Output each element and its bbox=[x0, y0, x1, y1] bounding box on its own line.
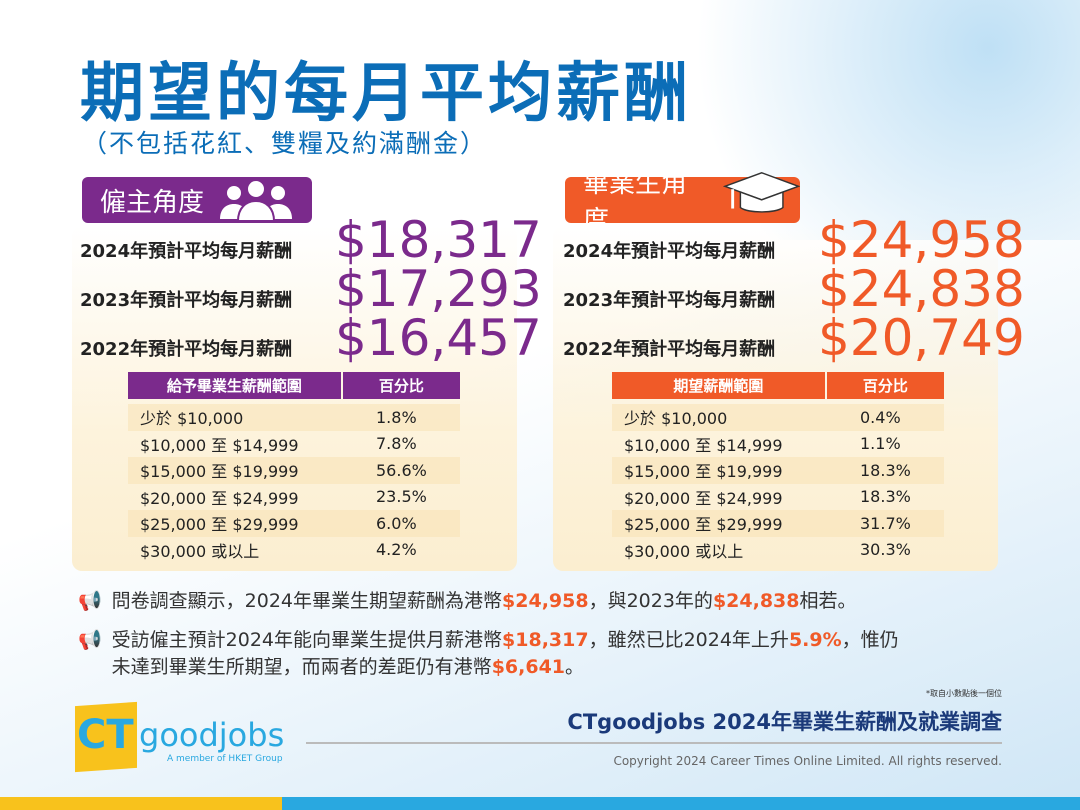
megaphone-icon: 📢 bbox=[78, 629, 102, 651]
row-label: 2022年預計平均每月薪酬 bbox=[80, 339, 293, 360]
text: ，惟仍 bbox=[841, 629, 899, 651]
row-label: 2023年預計平均每月薪酬 bbox=[563, 290, 776, 311]
table-row: $20,000 至 $24,999 23.5% bbox=[128, 484, 460, 511]
bullet-text: 受訪僱主預計2024年能向畢業生提供月薪港幣$18,317，雖然已比2024年上… bbox=[112, 627, 899, 681]
salary-range: $25,000 至 $29,999 bbox=[140, 515, 299, 535]
salary-range: $10,000 至 $14,999 bbox=[140, 435, 299, 455]
salary-range: $30,000 或以上 bbox=[140, 541, 260, 561]
text: 受訪僱主預計2024年能向畢業生提供月薪港幣 bbox=[111, 629, 503, 651]
text: 問卷調查顯示，2024年畢業生期望薪酬為港幣 bbox=[111, 590, 503, 612]
graduate-badge: 畢業生角度 bbox=[565, 169, 800, 236]
percentage: 31.7% bbox=[860, 513, 911, 533]
percentage: 1.8% bbox=[376, 407, 417, 427]
footer-bar-yellow bbox=[0, 797, 282, 810]
header-range: 給予畢業生薪酬範圍 bbox=[128, 372, 341, 399]
row-label: 2023年預計平均每月薪酬 bbox=[80, 290, 293, 311]
salary-range: 少於 $10,000 bbox=[624, 409, 728, 429]
employer-badge-label: 僱主角度 bbox=[100, 187, 205, 218]
table-row: $10,000 至 $14,999 7.8% bbox=[128, 431, 460, 458]
table-row: $25,000 至 $29,999 31.7% bbox=[612, 510, 944, 537]
employer-row-2022: 2022年預計平均每月薪酬 $16,457 bbox=[80, 313, 542, 363]
logo-text: goodjobs bbox=[139, 716, 285, 754]
salary-range: $30,000 或以上 bbox=[624, 541, 744, 561]
amount: $20,749 bbox=[818, 309, 1025, 367]
employer-salary-table: 給予畢業生薪酬範圍 百分比 少於 $10,000 1.8% $10,000 至 $14… bbox=[128, 372, 460, 563]
graduate-badge-label: 畢業生角度 bbox=[583, 169, 688, 236]
footer-bar-blue bbox=[282, 797, 1080, 810]
salary-range: $20,000 至 $24,999 bbox=[624, 488, 783, 508]
percentage: 1.1% bbox=[860, 434, 901, 454]
amount: $24,838 bbox=[818, 260, 1025, 318]
graduate-row-2023: 2023年預計平均每月薪酬 $24,838 bbox=[563, 264, 1025, 314]
highlight: $24,958 bbox=[502, 590, 589, 612]
table-row: $25,000 至 $29,999 6.0% bbox=[128, 510, 460, 537]
percentage: 0.4% bbox=[860, 407, 901, 427]
bullet-1: 📢 問卷調查顯示，2024年畢業生期望薪酬為港幣$24,958，與2023年的$… bbox=[78, 588, 857, 615]
bullet-2: 📢 受訪僱主預計2024年能向畢業生提供月薪港幣$18,317，雖然已比2024… bbox=[78, 627, 1008, 681]
text: ，雖然已比2024年上升 bbox=[588, 629, 789, 651]
salary-range: 少於 $10,000 bbox=[140, 409, 244, 429]
table-row: $20,000 至 $24,999 18.3% bbox=[612, 484, 944, 511]
highlight: $18,317 bbox=[502, 629, 589, 651]
row-label: 2024年預計平均每月薪酬 bbox=[80, 241, 293, 262]
table-row: 少於 $10,000 0.4% bbox=[612, 404, 944, 431]
table-row: $15,000 至 $19,999 56.6% bbox=[128, 457, 460, 484]
megaphone-icon: 📢 bbox=[78, 590, 102, 612]
graduate-row-2022: 2022年預計平均每月薪酬 $20,749 bbox=[563, 313, 1025, 363]
ctgoodjobs-logo: CT goodjobs A member of HKET Group bbox=[75, 701, 290, 773]
text: 。 bbox=[565, 656, 585, 678]
percentage: 18.3% bbox=[860, 460, 911, 480]
people-icon bbox=[220, 179, 293, 221]
table-row: $15,000 至 $19,999 18.3% bbox=[612, 457, 944, 484]
percentage: 18.3% bbox=[860, 487, 911, 507]
table-header: 期望薪酬範圍 百分比 bbox=[612, 372, 944, 399]
salary-range: $15,000 至 $19,999 bbox=[624, 462, 783, 482]
graduate-row-2024: 2024年預計平均每月薪酬 $24,958 bbox=[563, 215, 1025, 265]
percentage: 4.2% bbox=[376, 540, 417, 560]
table-row: $10,000 至 $14,999 1.1% bbox=[612, 431, 944, 458]
copyright: Copyright 2024 Career Times Online Limit… bbox=[613, 754, 1002, 768]
percentage: 7.8% bbox=[376, 434, 417, 454]
salary-range: $10,000 至 $14,999 bbox=[624, 435, 783, 455]
page-subtitle: （不包括花紅、雙糧及約滿酬金） bbox=[82, 129, 488, 158]
bullet-text: 問卷調查顯示，2024年畢業生期望薪酬為港幣$24,958，與2023年的$24… bbox=[112, 588, 857, 615]
amount: $17,293 bbox=[335, 260, 542, 318]
row-label: 2024年預計平均每月薪酬 bbox=[563, 241, 776, 262]
header-percent: 百分比 bbox=[342, 372, 460, 399]
footnote: *取自小數點後一個位 bbox=[926, 689, 1002, 698]
table-header: 給予畢業生薪酬範圍 百分比 bbox=[128, 372, 460, 399]
amount: $18,317 bbox=[335, 211, 542, 269]
amount: $24,958 bbox=[818, 211, 1025, 269]
salary-range: $25,000 至 $29,999 bbox=[624, 515, 783, 535]
salary-range: $20,000 至 $24,999 bbox=[140, 488, 299, 508]
highlight: $6,641 bbox=[491, 656, 566, 678]
percentage: 56.6% bbox=[376, 460, 427, 480]
percentage: 30.3% bbox=[860, 540, 911, 560]
survey-title: CTgoodjobs 2024年畢業生薪酬及就業調查 bbox=[567, 710, 1002, 734]
highlight: 5.9% bbox=[788, 629, 842, 651]
graduate-salary-table: 期望薪酬範圍 百分比 少於 $10,000 0.4% $10,000 至 $14,99… bbox=[612, 372, 944, 563]
logo-ct: CT bbox=[77, 712, 134, 758]
highlight: $24,838 bbox=[712, 590, 800, 612]
text: ，與2023年的 bbox=[588, 590, 713, 612]
table-row: $30,000 或以上 30.3% bbox=[612, 537, 944, 564]
header-range: 期望薪酬範圍 bbox=[612, 372, 825, 399]
amount: $16,457 bbox=[335, 309, 542, 367]
percentage: 23.5% bbox=[376, 487, 427, 507]
divider bbox=[306, 742, 1002, 744]
table-row: 少於 $10,000 1.8% bbox=[128, 404, 460, 431]
employer-badge: 僱主角度 bbox=[82, 177, 312, 223]
row-label: 2022年預計平均每月薪酬 bbox=[563, 339, 776, 360]
header-percent: 百分比 bbox=[826, 372, 944, 399]
employer-row-2023: 2023年預計平均每月薪酬 $17,293 bbox=[80, 264, 542, 314]
table-row: $30,000 或以上 4.2% bbox=[128, 537, 460, 564]
employer-row-2024: 2024年預計平均每月薪酬 $18,317 bbox=[80, 215, 542, 265]
page-title: 期望的每月平均薪酬 bbox=[80, 57, 692, 131]
logo-tagline: A member of HKET Group bbox=[167, 754, 283, 764]
graduation-cap-icon bbox=[722, 171, 800, 213]
text: 未達到畢業生所期望，而兩者的差距仍有港幣 bbox=[111, 656, 492, 678]
percentage: 6.0% bbox=[376, 513, 417, 533]
salary-range: $15,000 至 $19,999 bbox=[140, 462, 299, 482]
text: 相若。 bbox=[799, 590, 857, 612]
